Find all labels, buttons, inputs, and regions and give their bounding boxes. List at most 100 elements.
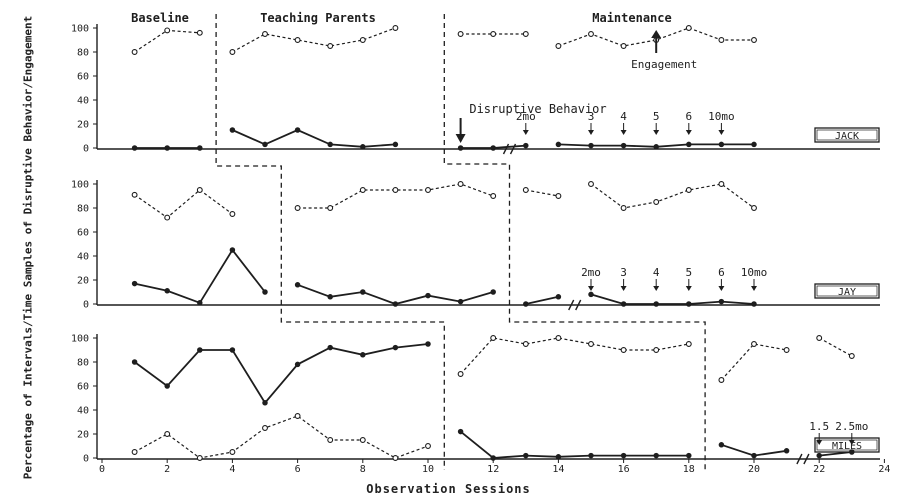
series-line-disruptive-behavior [525,295,559,305]
data-point [131,191,138,198]
followup-arrowhead [848,440,855,445]
data-point [425,341,431,347]
data-point [392,344,399,351]
data-point [555,294,562,300]
data-point [620,43,627,49]
data-point [294,413,301,419]
followup-arrowhead [620,286,627,291]
data-point [555,454,562,460]
data-point [131,145,138,151]
axis-break [568,299,575,311]
data-point [262,289,268,295]
data-point [588,341,594,347]
y-axis-label: Percentage of Intervals/Time Samples of … [21,15,35,480]
followup-arrowhead [685,130,692,135]
data-point [197,145,203,151]
y-tick-label: 40 [77,252,89,263]
series-line-disruptive-behavior [297,283,494,305]
data-point [164,145,170,151]
data-point [294,37,301,43]
data-point [327,294,333,300]
axis-break [803,453,810,465]
y-tick-label: 20 [77,430,89,441]
followup-label: 4 [620,110,627,123]
data-point [457,145,464,151]
followup-label: 1.5 [809,420,829,433]
followup-label: 2mo [516,110,536,123]
followup-label: 2mo [581,266,601,279]
data-point [588,31,594,37]
data-point [653,301,659,307]
data-point [588,291,594,298]
data-point [686,141,692,148]
data-point [718,377,725,383]
data-point [262,400,268,406]
data-point [392,187,399,193]
followup-label: 10mo [708,110,735,123]
data-point [197,347,203,353]
data-point [229,449,236,455]
y-tick-label: 60 [77,228,89,239]
series-line-engagement [134,29,200,53]
data-point [490,335,497,341]
data-point [588,181,594,187]
data-point [686,452,692,459]
followup-arrowhead [816,440,823,445]
data-point [718,37,725,43]
series-line-engagement [134,189,233,219]
followup-arrowhead [751,286,757,291]
followup-label: 3 [588,110,595,123]
data-point [360,352,366,358]
data-point [620,452,627,459]
data-point [164,431,171,437]
data-point [653,144,659,150]
x-tick-label: 6 [295,464,301,475]
phase-change-line [443,14,706,470]
y-tick-label: 0 [83,144,89,155]
data-point [164,288,170,294]
data-point [457,371,464,377]
data-point [327,43,334,49]
participant-box-inner [816,129,878,141]
participant-label: MILES [832,441,862,452]
data-point [523,142,529,149]
data-point [164,383,170,389]
followup-label: 6 [685,110,692,123]
data-point [555,193,562,199]
y-tick-label: 100 [71,334,89,345]
data-point [490,145,496,151]
data-point [685,25,692,31]
data-point [522,187,529,193]
data-point [522,341,529,347]
data-point [262,425,268,431]
data-point [360,289,366,295]
annotation-label: Engagement [631,58,697,71]
data-point [294,282,301,288]
participant-box [814,127,880,143]
x-tick-label: 12 [487,464,499,475]
data-point [327,344,333,351]
data-point [751,37,757,43]
followup-label: 5 [653,110,660,123]
data-point [522,31,529,37]
data-point [164,214,171,221]
participant-label: JAY [838,287,856,298]
axis-break [502,143,510,155]
phase-label: Teaching Parents [260,11,376,25]
data-point [262,141,268,148]
followup-arrowhead [588,286,594,291]
y-tick-label: 60 [77,382,89,393]
data-point [523,301,529,307]
data-point [555,43,562,49]
data-point [555,141,562,148]
data-point [229,127,236,133]
data-point [327,141,333,148]
data-point [196,187,203,193]
data-point [751,452,757,459]
data-point [718,442,725,448]
data-point [392,141,399,148]
participant-box-inner [816,439,878,451]
y-tick-label: 80 [77,204,89,215]
followup-arrowhead [653,130,660,135]
y-tick-label: 0 [83,300,89,311]
